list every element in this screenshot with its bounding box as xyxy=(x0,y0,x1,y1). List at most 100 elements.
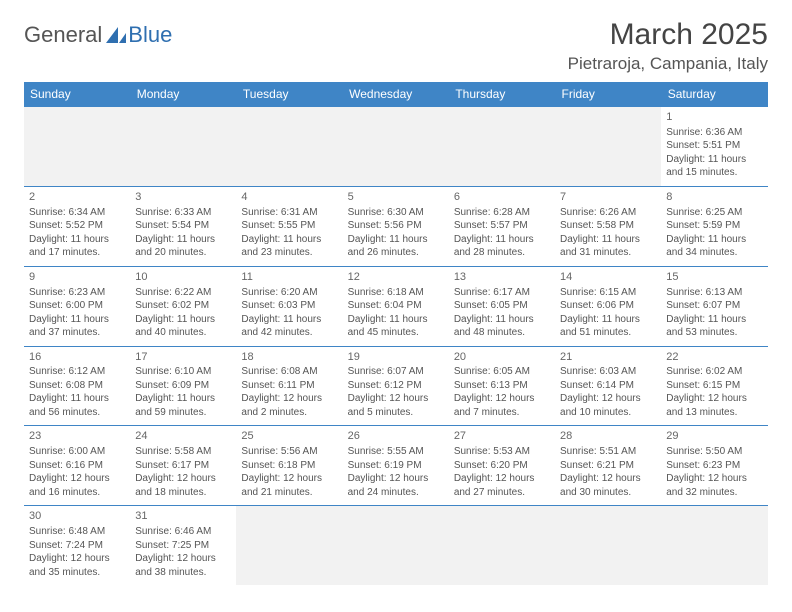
daylight-text: Daylight: 12 hours xyxy=(666,472,762,486)
daylight-text: and 56 minutes. xyxy=(29,406,125,420)
sunrise-text: Sunrise: 6:10 AM xyxy=(135,365,231,379)
daylight-text: Daylight: 11 hours xyxy=(135,313,231,327)
sunset-text: Sunset: 5:58 PM xyxy=(560,219,656,233)
daylight-text: and 34 minutes. xyxy=(666,246,762,260)
day-number: 13 xyxy=(454,270,550,285)
daylight-text: Daylight: 12 hours xyxy=(666,392,762,406)
logo-text-general: General xyxy=(24,22,102,48)
sunset-text: Sunset: 6:17 PM xyxy=(135,459,231,473)
daylight-text: and 51 minutes. xyxy=(560,326,656,340)
sunrise-text: Sunrise: 6:28 AM xyxy=(454,206,550,220)
calendar-day-cell: 20Sunrise: 6:05 AMSunset: 6:13 PMDayligh… xyxy=(449,346,555,426)
logo: General Blue xyxy=(24,22,172,48)
day-number: 16 xyxy=(29,350,125,365)
calendar-day-cell: 4Sunrise: 6:31 AMSunset: 5:55 PMDaylight… xyxy=(236,186,342,266)
daylight-text: Daylight: 12 hours xyxy=(454,472,550,486)
calendar-day-cell xyxy=(555,107,661,187)
day-number: 8 xyxy=(666,190,762,205)
sunrise-text: Sunrise: 6:26 AM xyxy=(560,206,656,220)
weekday-header: Tuesday xyxy=(236,82,342,107)
calendar-day-cell: 12Sunrise: 6:18 AMSunset: 6:04 PMDayligh… xyxy=(343,266,449,346)
day-number: 7 xyxy=(560,190,656,205)
sunset-text: Sunset: 5:55 PM xyxy=(241,219,337,233)
day-number: 26 xyxy=(348,429,444,444)
calendar-day-cell xyxy=(236,506,342,585)
sunset-text: Sunset: 6:07 PM xyxy=(666,299,762,313)
daylight-text: Daylight: 12 hours xyxy=(135,472,231,486)
daylight-text: and 15 minutes. xyxy=(666,166,762,180)
daylight-text: Daylight: 11 hours xyxy=(454,233,550,247)
day-number: 24 xyxy=(135,429,231,444)
day-number: 31 xyxy=(135,509,231,524)
calendar-day-cell: 6Sunrise: 6:28 AMSunset: 5:57 PMDaylight… xyxy=(449,186,555,266)
daylight-text: and 30 minutes. xyxy=(560,486,656,500)
sunrise-text: Sunrise: 6:34 AM xyxy=(29,206,125,220)
daylight-text: Daylight: 12 hours xyxy=(241,472,337,486)
daylight-text: and 17 minutes. xyxy=(29,246,125,260)
day-number: 14 xyxy=(560,270,656,285)
weekday-header: Friday xyxy=(555,82,661,107)
day-number: 4 xyxy=(241,190,337,205)
sunset-text: Sunset: 6:04 PM xyxy=(348,299,444,313)
calendar-day-cell: 19Sunrise: 6:07 AMSunset: 6:12 PMDayligh… xyxy=(343,346,449,426)
daylight-text: Daylight: 12 hours xyxy=(560,392,656,406)
day-number: 12 xyxy=(348,270,444,285)
sunset-text: Sunset: 5:57 PM xyxy=(454,219,550,233)
day-number: 22 xyxy=(666,350,762,365)
calendar-day-cell: 22Sunrise: 6:02 AMSunset: 6:15 PMDayligh… xyxy=(661,346,767,426)
sunset-text: Sunset: 6:18 PM xyxy=(241,459,337,473)
calendar-week-row: 2Sunrise: 6:34 AMSunset: 5:52 PMDaylight… xyxy=(24,186,768,266)
day-number: 3 xyxy=(135,190,231,205)
day-number: 29 xyxy=(666,429,762,444)
sunset-text: Sunset: 5:52 PM xyxy=(29,219,125,233)
daylight-text: and 38 minutes. xyxy=(135,566,231,580)
calendar-week-row: 30Sunrise: 6:48 AMSunset: 7:24 PMDayligh… xyxy=(24,506,768,585)
sunset-text: Sunset: 6:09 PM xyxy=(135,379,231,393)
day-number: 1 xyxy=(666,110,762,125)
daylight-text: Daylight: 11 hours xyxy=(29,233,125,247)
daylight-text: and 10 minutes. xyxy=(560,406,656,420)
daylight-text: Daylight: 11 hours xyxy=(135,233,231,247)
daylight-text: Daylight: 11 hours xyxy=(666,233,762,247)
daylight-text: and 59 minutes. xyxy=(135,406,231,420)
day-number: 5 xyxy=(348,190,444,205)
sunrise-text: Sunrise: 6:17 AM xyxy=(454,286,550,300)
sunrise-text: Sunrise: 5:53 AM xyxy=(454,445,550,459)
calendar-day-cell: 5Sunrise: 6:30 AMSunset: 5:56 PMDaylight… xyxy=(343,186,449,266)
calendar-day-cell: 14Sunrise: 6:15 AMSunset: 6:06 PMDayligh… xyxy=(555,266,661,346)
sunrise-text: Sunrise: 5:56 AM xyxy=(241,445,337,459)
calendar-day-cell xyxy=(343,506,449,585)
daylight-text: Daylight: 11 hours xyxy=(666,153,762,167)
calendar-table: Sunday Monday Tuesday Wednesday Thursday… xyxy=(24,82,768,585)
daylight-text: and 40 minutes. xyxy=(135,326,231,340)
calendar-day-cell: 15Sunrise: 6:13 AMSunset: 6:07 PMDayligh… xyxy=(661,266,767,346)
calendar-day-cell xyxy=(343,107,449,187)
daylight-text: Daylight: 12 hours xyxy=(454,392,550,406)
sunset-text: Sunset: 6:06 PM xyxy=(560,299,656,313)
sunset-text: Sunset: 6:14 PM xyxy=(560,379,656,393)
sunrise-text: Sunrise: 6:08 AM xyxy=(241,365,337,379)
daylight-text: and 5 minutes. xyxy=(348,406,444,420)
day-number: 6 xyxy=(454,190,550,205)
calendar-day-cell: 10Sunrise: 6:22 AMSunset: 6:02 PMDayligh… xyxy=(130,266,236,346)
calendar-day-cell: 8Sunrise: 6:25 AMSunset: 5:59 PMDaylight… xyxy=(661,186,767,266)
daylight-text: Daylight: 11 hours xyxy=(348,233,444,247)
sunrise-text: Sunrise: 5:58 AM xyxy=(135,445,231,459)
daylight-text: and 18 minutes. xyxy=(135,486,231,500)
calendar-day-cell: 9Sunrise: 6:23 AMSunset: 6:00 PMDaylight… xyxy=(24,266,130,346)
daylight-text: Daylight: 11 hours xyxy=(560,233,656,247)
header: General Blue March 2025 Pietraroja, Camp… xyxy=(24,18,768,74)
sunrise-text: Sunrise: 6:25 AM xyxy=(666,206,762,220)
calendar-day-cell: 26Sunrise: 5:55 AMSunset: 6:19 PMDayligh… xyxy=(343,426,449,506)
day-number: 11 xyxy=(241,270,337,285)
calendar-day-cell: 3Sunrise: 6:33 AMSunset: 5:54 PMDaylight… xyxy=(130,186,236,266)
calendar-day-cell: 30Sunrise: 6:48 AMSunset: 7:24 PMDayligh… xyxy=(24,506,130,585)
calendar-week-row: 9Sunrise: 6:23 AMSunset: 6:00 PMDaylight… xyxy=(24,266,768,346)
calendar-day-cell: 23Sunrise: 6:00 AMSunset: 6:16 PMDayligh… xyxy=(24,426,130,506)
calendar-day-cell: 31Sunrise: 6:46 AMSunset: 7:25 PMDayligh… xyxy=(130,506,236,585)
daylight-text: and 13 minutes. xyxy=(666,406,762,420)
daylight-text: Daylight: 11 hours xyxy=(241,233,337,247)
sunset-text: Sunset: 6:15 PM xyxy=(666,379,762,393)
sunrise-text: Sunrise: 6:48 AM xyxy=(29,525,125,539)
calendar-day-cell: 28Sunrise: 5:51 AMSunset: 6:21 PMDayligh… xyxy=(555,426,661,506)
